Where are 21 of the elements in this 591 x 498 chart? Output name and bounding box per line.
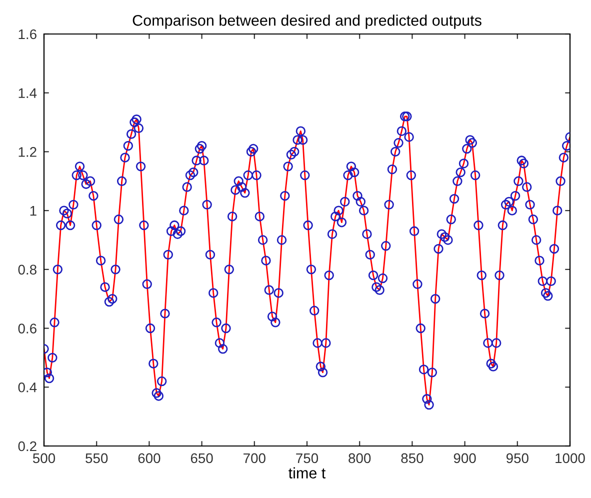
- x-tick-label: 650: [190, 453, 213, 464]
- x-tick-label: 750: [296, 453, 318, 464]
- y-tick-label: 0.6: [18, 324, 36, 334]
- x-tick-label: 950: [506, 453, 528, 464]
- x-tick-label: 800: [348, 453, 371, 464]
- y-tick-label: 1: [30, 206, 36, 216]
- x-tick-label: 900: [454, 453, 476, 464]
- chart-title: Comparison between desired and predicted outputs: [132, 14, 482, 29]
- y-tick-label: 0.8: [18, 264, 36, 275]
- x-tick-label: 850: [401, 453, 424, 464]
- x-tick-label: 700: [244, 453, 266, 464]
- x-axis-title: time t: [288, 467, 326, 478]
- x-tick-label: 550: [86, 453, 108, 464]
- y-tick-label: 0.2: [18, 441, 36, 452]
- x-tick-label: 500: [32, 453, 56, 464]
- y-tick-label: 0.4: [18, 382, 37, 392]
- x-tick-label: 600: [138, 453, 160, 464]
- y-tick-label: 1.6: [18, 29, 36, 40]
- y-tick-label: 1.2: [18, 147, 36, 157]
- y-tick-label: 1.4: [18, 88, 37, 98]
- x-tick-label: 1000: [556, 453, 585, 464]
